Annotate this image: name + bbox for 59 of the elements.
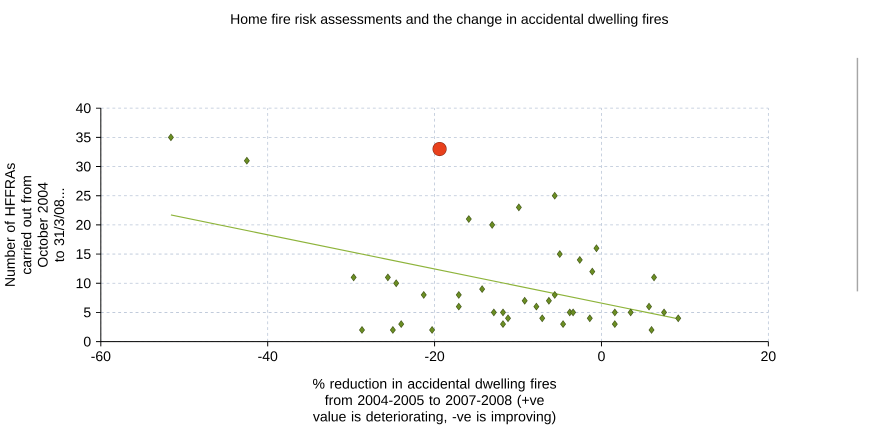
point xyxy=(432,142,447,156)
point xyxy=(612,320,618,328)
point xyxy=(522,297,528,305)
point xyxy=(576,256,583,264)
point xyxy=(350,274,357,282)
point xyxy=(646,302,652,310)
point xyxy=(594,244,600,252)
x-axis-title: % reduction in accidental dwelling fires from 2004-2005 to 2007-2008 (+ve value is deteriorating, -ve is improving) xyxy=(312,378,556,424)
point xyxy=(560,320,566,328)
point xyxy=(244,156,250,164)
point xyxy=(500,320,506,328)
y-tick-label: 40 xyxy=(76,103,91,114)
point xyxy=(505,314,511,322)
point xyxy=(393,280,400,288)
point xyxy=(651,274,657,282)
point xyxy=(661,308,667,316)
x-tick-label: -60 xyxy=(91,351,110,362)
point xyxy=(384,274,391,282)
point xyxy=(500,308,506,316)
point xyxy=(675,314,682,322)
point xyxy=(390,326,396,334)
point xyxy=(420,291,427,299)
point xyxy=(533,302,540,310)
y-tick-label: 5 xyxy=(84,308,91,318)
point xyxy=(359,326,365,334)
x-tick-label: 20 xyxy=(761,351,776,362)
point xyxy=(466,215,472,223)
point xyxy=(586,314,593,322)
point xyxy=(429,326,435,334)
point xyxy=(398,320,404,328)
point xyxy=(612,308,618,316)
y-axis-title: Number of HFFRAs carried out from October 2004 to 31/3/08... xyxy=(4,163,64,286)
y-tick-label: 35 xyxy=(76,132,91,142)
point xyxy=(456,302,462,310)
x-tick-label: -20 xyxy=(425,351,444,362)
point xyxy=(490,308,497,316)
x-tick-label: -40 xyxy=(258,351,278,362)
point xyxy=(456,291,462,299)
point xyxy=(556,250,563,258)
point xyxy=(570,308,576,316)
point xyxy=(552,291,558,299)
y-tick-label: 25 xyxy=(76,190,91,201)
point xyxy=(648,326,654,334)
point xyxy=(516,204,522,212)
y-tick-label: 20 xyxy=(76,220,91,230)
y-tick-label: 30 xyxy=(76,162,91,172)
point xyxy=(552,192,558,200)
point xyxy=(628,308,634,316)
x-tick-label: 0 xyxy=(598,351,605,362)
point xyxy=(539,314,546,322)
point xyxy=(589,268,596,276)
point xyxy=(168,134,174,142)
y-tick-label: 10 xyxy=(76,278,91,288)
point xyxy=(489,221,496,229)
y-tick-label: 15 xyxy=(76,249,91,259)
y-tick-label: 0 xyxy=(84,336,91,347)
point xyxy=(546,297,552,305)
chart-title: Home fire risk assessments and the change in accidental dwelling fires xyxy=(231,14,668,27)
point xyxy=(479,285,486,293)
